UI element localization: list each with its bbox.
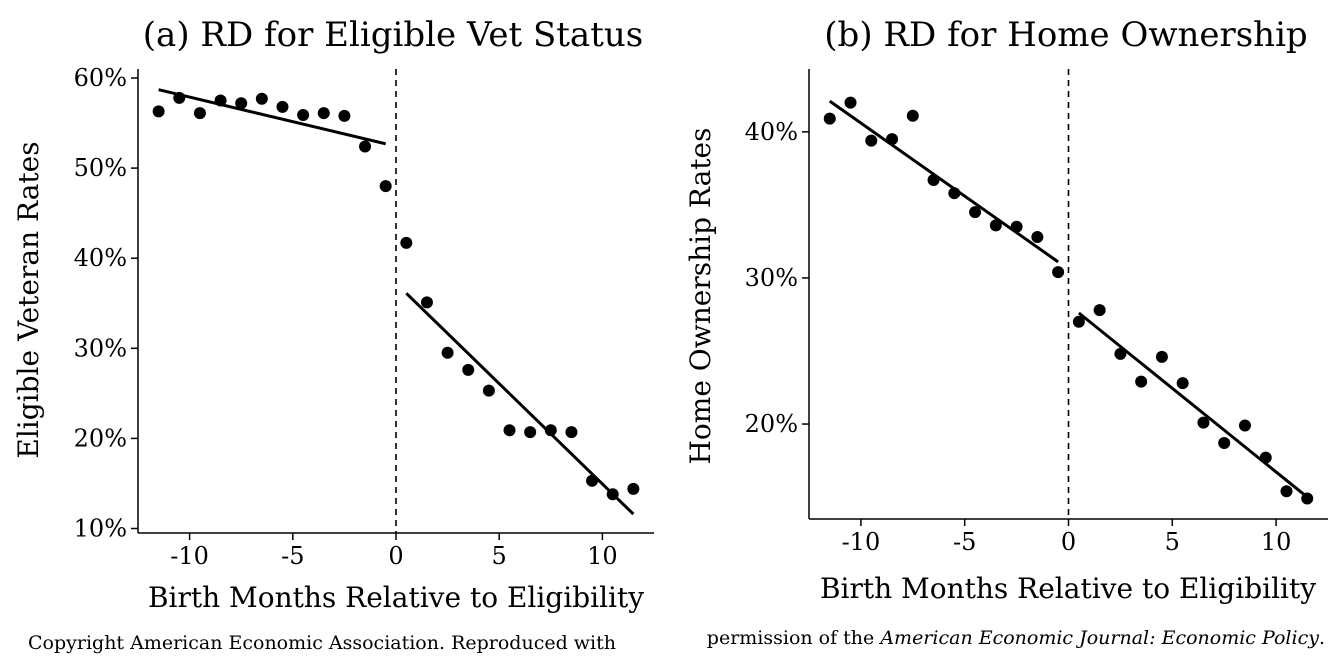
caption-right-suffix: . bbox=[1319, 627, 1325, 649]
panel-a-y-tick-label: 40% bbox=[74, 244, 127, 272]
panel-a-title: (a) RD for Eligible Vet Status bbox=[143, 15, 643, 55]
panel-a-data-point bbox=[565, 426, 578, 439]
panel-a-data-point bbox=[152, 105, 165, 118]
panel-b-data-point bbox=[844, 96, 857, 109]
panel-a-x-tick-label: 5 bbox=[492, 542, 507, 570]
panel-a-x-tick-label: -5 bbox=[281, 542, 304, 570]
panel-a-data-point bbox=[276, 100, 289, 113]
panel-b-data-point bbox=[1031, 231, 1044, 244]
panel-b-ylabel: Home Ownership Rates bbox=[684, 128, 717, 465]
panel-a: (a) RD for Eligible Vet Status Eligible … bbox=[12, 15, 654, 614]
panel-a-xlabel: Birth Months Relative to Eligibility bbox=[148, 581, 644, 614]
panel-b-data-point bbox=[927, 174, 940, 187]
panel-b-data-point bbox=[886, 133, 899, 146]
panel-a-x-tick-label: -10 bbox=[170, 542, 209, 570]
caption-right-journal: American Economic Journal: Economic Poli… bbox=[878, 627, 1319, 649]
panel-a-y-tick-label: 60% bbox=[74, 64, 127, 92]
panel-b-y-tick-label: 40% bbox=[745, 118, 798, 146]
panel-b-data-point bbox=[948, 187, 961, 200]
copyright-caption-right: permission of the American Economic Jour… bbox=[707, 627, 1325, 649]
panel-a-data-point bbox=[586, 474, 599, 487]
panel-b-data-point bbox=[1259, 451, 1272, 464]
panel-b-data-point bbox=[1238, 419, 1251, 432]
panel-b-data-point bbox=[1301, 492, 1314, 505]
panel-a-data-point bbox=[359, 140, 372, 153]
panel-a-y-tick-label: 10% bbox=[74, 514, 127, 542]
panel-b-data-point bbox=[989, 219, 1002, 232]
panel-b-data-point bbox=[823, 112, 836, 125]
panel-b-data-point bbox=[1072, 315, 1085, 328]
panel-b-data-point bbox=[1052, 266, 1065, 279]
panel-a-x-tick-label: 0 bbox=[388, 542, 403, 570]
panel-b-plot: 20% 30% 40% -10 -5 0 5 10 bbox=[745, 69, 1328, 556]
panel-b-x-tick-label: -10 bbox=[842, 528, 881, 556]
panel-a-plot: 10% 20% 30% 40% 50% 60% -10 -5 0 5 10 bbox=[74, 64, 654, 570]
panel-a-data-point bbox=[606, 488, 619, 501]
panel-a-data-point bbox=[503, 424, 516, 437]
panel-a-data-point bbox=[173, 91, 186, 104]
panel-a-x-tick-label: 10 bbox=[587, 542, 618, 570]
panel-a-data-point bbox=[400, 236, 413, 249]
panel-b-x-tick-label: 5 bbox=[1165, 528, 1180, 556]
panel-a-data-point bbox=[214, 94, 227, 107]
panel-a-data-point bbox=[627, 482, 640, 495]
panel-a-data-point bbox=[544, 424, 557, 437]
panel-a-data-point bbox=[462, 363, 475, 376]
panel-a-data-point bbox=[235, 97, 248, 110]
panel-b-data-point bbox=[1197, 416, 1210, 429]
panel-b-x-tick-label: 0 bbox=[1061, 528, 1076, 556]
panel-a-data-point bbox=[255, 92, 268, 105]
panel-b-xlabel: Birth Months Relative to Eligibility bbox=[820, 572, 1316, 605]
panel-b-data-point bbox=[1280, 485, 1293, 498]
panel-b-data-point bbox=[969, 206, 982, 219]
panel-a-data-point bbox=[441, 346, 454, 359]
panel-a-fit-line-right bbox=[405, 292, 635, 516]
panel-b-data-point bbox=[1218, 437, 1231, 450]
panel-b-data-point bbox=[1176, 377, 1189, 390]
panel-b-title: (b) RD for Home Ownership bbox=[824, 15, 1307, 55]
panel-b-data-point bbox=[1114, 347, 1127, 360]
panel-b-data-point bbox=[906, 109, 919, 122]
panel-a-data-point bbox=[379, 180, 392, 193]
panel-b: (b) RD for Home Ownership Home Ownership… bbox=[684, 15, 1328, 605]
panel-a-y-tick-label: 50% bbox=[74, 154, 127, 182]
panel-a-y-tick-label: 20% bbox=[74, 424, 127, 452]
copyright-caption-left: Copyright American Economic Association.… bbox=[28, 632, 616, 654]
panel-b-data-point bbox=[1093, 304, 1106, 317]
panel-b-x-tick-label: -5 bbox=[953, 528, 976, 556]
panel-a-data-point bbox=[193, 107, 206, 120]
panel-b-data-point bbox=[1135, 375, 1148, 388]
panel-b-fit-line-left bbox=[828, 99, 1059, 264]
panel-b-y-tick-label: 30% bbox=[745, 264, 798, 292]
panel-a-fit-line-left bbox=[158, 88, 387, 146]
panel-b-data-point bbox=[1010, 220, 1023, 233]
caption-right-prefix: permission of the bbox=[707, 627, 881, 649]
panel-b-data-point bbox=[1155, 350, 1168, 363]
panel-b-y-tick-label: 20% bbox=[745, 410, 798, 438]
panel-a-data-point bbox=[317, 107, 330, 120]
panel-a-data-point bbox=[338, 109, 351, 122]
panel-a-y-tick-label: 30% bbox=[74, 334, 127, 362]
panel-a-data-point bbox=[420, 296, 433, 309]
panel-a-data-point bbox=[482, 384, 495, 397]
panel-b-data-point bbox=[865, 134, 878, 147]
panel-a-data-point bbox=[297, 108, 310, 121]
panel-a-ylabel: Eligible Veteran Rates bbox=[12, 141, 45, 458]
panel-b-fit-line-right bbox=[1077, 311, 1309, 499]
panel-b-x-tick-label: 10 bbox=[1261, 528, 1292, 556]
panel-a-data-point bbox=[524, 426, 537, 439]
